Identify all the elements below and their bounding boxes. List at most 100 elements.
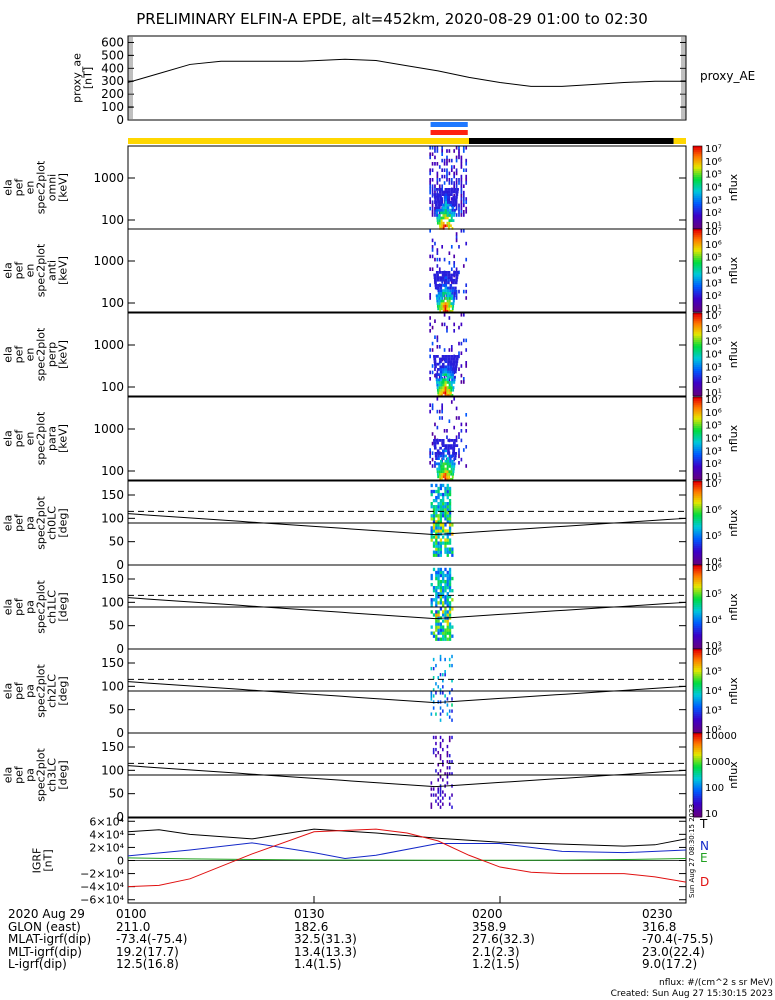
spec-core (440, 299, 443, 303)
colorbar-cell (693, 779, 702, 782)
pa-pixel (442, 498, 445, 503)
spec-core (442, 457, 445, 460)
colorbar-cell (693, 362, 702, 366)
pa-pixel (439, 483, 443, 488)
colorbar-cell (693, 249, 702, 253)
spec-core (440, 304, 443, 308)
colorbar-cell (693, 613, 702, 616)
spec-core (446, 310, 449, 313)
pa-pixel (439, 775, 442, 779)
pa-pixel (446, 541, 449, 545)
spec-core (437, 452, 440, 455)
spec-pixel (465, 257, 468, 262)
spec-core (442, 386, 445, 389)
spec-pixel (453, 184, 456, 188)
colorbar-cell (693, 625, 702, 629)
ytick-label: 400 (101, 61, 124, 75)
spec-core (444, 391, 447, 395)
colorbar-cell (693, 448, 702, 452)
colorbar-cell (693, 754, 702, 757)
pa-pixel (442, 685, 444, 689)
colorbar-tick-label: 10¹ (705, 221, 722, 232)
spec-core (439, 224, 441, 228)
pa-pixel (439, 502, 443, 506)
panel-spec_para: 1000100elapefenspec2plotpara[keV]10⁷10⁶1… (2, 395, 741, 483)
bar-blue (430, 122, 468, 127)
pa-pixel (448, 582, 452, 587)
colorbar-cell (693, 214, 702, 218)
spec-core (444, 291, 447, 295)
spec-core (439, 360, 442, 363)
pa-pixel (444, 673, 446, 677)
spec-pixel (448, 158, 451, 163)
spec-core (440, 297, 443, 300)
spec-pixel (460, 210, 463, 214)
colorbar-cell (693, 502, 702, 505)
pa-pixel (437, 601, 440, 605)
spec-core (440, 386, 443, 389)
spec-core (436, 299, 439, 303)
pa-pixel (446, 582, 449, 587)
pa-pixel (448, 766, 451, 770)
spec-pixel (465, 146, 468, 150)
spec-core (435, 375, 438, 379)
pa-pixel (451, 634, 454, 638)
spec-core (452, 467, 455, 471)
colorbar-cell (693, 758, 702, 761)
spec-core (446, 462, 449, 466)
colorbar-cell (693, 352, 702, 355)
spec-pixel (438, 416, 441, 420)
spec-pixel (436, 335, 439, 339)
colorbar-cell (693, 274, 702, 278)
spec-core (450, 444, 453, 447)
ylabel-line: spec2plot (35, 664, 48, 718)
colorbar-cell (693, 649, 702, 652)
spec-core (447, 360, 451, 363)
colorbar-cell (693, 160, 702, 164)
colorbar-cell (693, 156, 702, 159)
spec-core (450, 214, 454, 217)
spec-core (446, 478, 449, 481)
colorbar-label: nflux (727, 173, 740, 201)
colorbar-cell (693, 323, 702, 326)
ylabel-line: spec2plot (35, 243, 48, 297)
spec-pixel (448, 419, 451, 423)
pa-pixel (442, 673, 444, 677)
spec-core (441, 441, 445, 445)
colorbar-tick-label: 10⁶ (705, 647, 722, 658)
pa-pixel (442, 625, 445, 629)
pa-pixel (439, 541, 443, 545)
pa-pixel (448, 541, 452, 545)
spec-pixel (434, 187, 436, 192)
pa-pixel (442, 628, 445, 632)
spec-pixel (455, 171, 458, 176)
spec-core (450, 472, 453, 476)
spec-core (441, 357, 445, 361)
colorbar-cell (693, 197, 702, 201)
spec-core (450, 357, 453, 361)
pa-pixel (446, 772, 449, 776)
pa-pixel (432, 498, 436, 503)
spec-core (449, 291, 452, 295)
pa-pixel (448, 772, 451, 776)
pa-pixel (439, 514, 443, 518)
spec-core (451, 394, 454, 397)
spec-core (439, 394, 442, 397)
colorbar-tick-label: 10⁷ (705, 144, 722, 155)
colorbar-cell (693, 785, 702, 789)
pa-pixel (437, 489, 440, 494)
spec-core (437, 291, 441, 295)
spec-pixel (446, 325, 448, 330)
pa-pixel (432, 529, 436, 533)
pa-pixel (430, 604, 433, 608)
spec-core (450, 216, 453, 220)
pa-pixel (435, 520, 438, 524)
colorbar-cell (693, 216, 702, 220)
spec-core (450, 381, 454, 384)
colorbar-cell (693, 762, 702, 765)
spec-pixel (465, 338, 468, 343)
pa-pixel (442, 802, 444, 806)
colorbar-cell (693, 231, 702, 234)
spec-pixel (458, 454, 460, 459)
colorbar-frame (692, 228, 703, 313)
